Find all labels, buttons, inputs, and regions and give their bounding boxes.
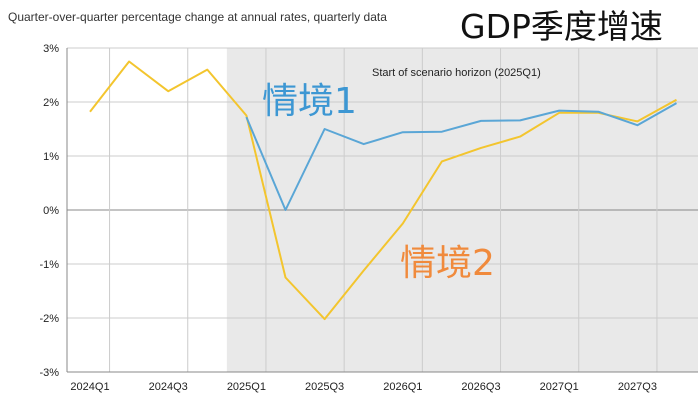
scenario-horizon-label: Start of scenario horizon (2025Q1) xyxy=(372,67,541,79)
axes xyxy=(66,48,698,373)
y-tick-label: -3% xyxy=(39,367,59,379)
y-tick-label: 0% xyxy=(43,205,59,217)
series-line-2 xyxy=(89,60,677,321)
x-tick-label: 2027Q1 xyxy=(540,381,579,393)
grid-lines xyxy=(67,47,698,373)
y-tick-label: -2% xyxy=(39,313,59,325)
y-tick-label: 2% xyxy=(43,97,59,109)
series-line-1 xyxy=(245,102,677,211)
x-tick-label: 2025Q1 xyxy=(227,381,266,393)
series-label-scenario-1: 情境1 xyxy=(262,81,357,122)
x-tick-label: 2026Q3 xyxy=(461,381,500,393)
y-tick-label: -1% xyxy=(39,259,59,271)
chart-subtitle: Quarter-over-quarter percentage change a… xyxy=(8,10,387,24)
x-tick-label: 2024Q1 xyxy=(70,381,109,393)
y-tick-labels: 3% 2% 1% 0% -1% -2% -3% xyxy=(39,43,59,379)
series-label-scenario-2: 情境2 xyxy=(400,243,495,284)
x-tick-label: 2024Q3 xyxy=(149,381,188,393)
chart-title: GDP季度增速 xyxy=(460,7,663,46)
y-tick-label: 3% xyxy=(43,43,59,55)
x-tick-labels: 2024Q1 2024Q3 2025Q1 2025Q3 2026Q1 2026Q3 2027… xyxy=(70,381,657,393)
x-tick-label: 2025Q3 xyxy=(305,381,344,393)
y-tick-label: 1% xyxy=(43,151,59,163)
x-tick-label: 2026Q1 xyxy=(383,381,422,393)
x-tick-label: 2027Q3 xyxy=(618,381,657,393)
series-lines xyxy=(89,60,677,321)
